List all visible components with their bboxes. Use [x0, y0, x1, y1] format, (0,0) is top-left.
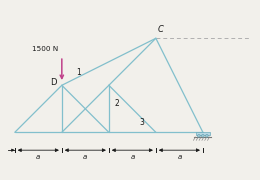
Text: a: a: [177, 154, 181, 160]
Text: a: a: [130, 154, 134, 160]
Circle shape: [202, 134, 204, 137]
Text: 2: 2: [114, 99, 119, 108]
Text: D: D: [50, 78, 56, 87]
Text: 1500 N: 1500 N: [32, 46, 58, 52]
Text: 1: 1: [76, 68, 81, 77]
Circle shape: [198, 134, 200, 137]
Text: a: a: [36, 154, 41, 160]
Text: 3: 3: [139, 118, 144, 127]
Bar: [196, 132, 210, 135]
Circle shape: [206, 134, 208, 137]
Text: a: a: [83, 154, 87, 160]
Text: C: C: [157, 25, 163, 34]
